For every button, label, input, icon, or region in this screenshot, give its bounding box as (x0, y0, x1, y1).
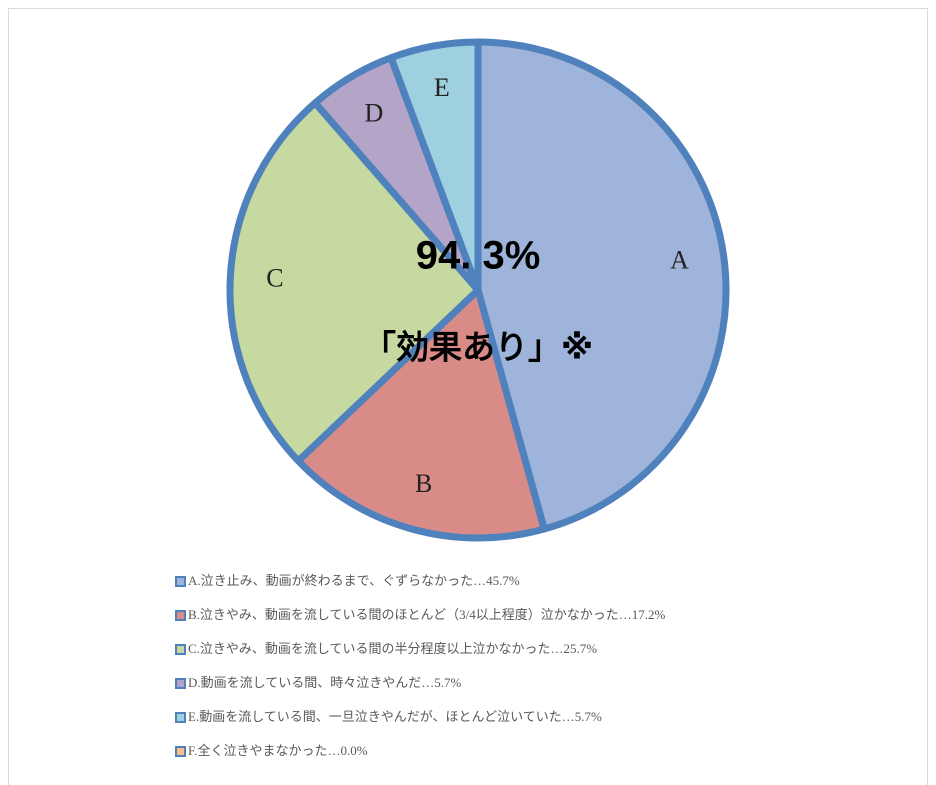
legend-marker (175, 644, 186, 655)
pie (226, 38, 730, 542)
annotation: 94. 3% (416, 234, 541, 278)
legend-marker (175, 576, 186, 587)
legend: A.泣き止み、動画が終わるまで、ぐずらなかった…45.7% B.泣きやみ、動画を流… (175, 573, 666, 758)
annotation: 「効果あり」※ (363, 329, 593, 366)
legend-label: E.動画を流している間、一旦泣きやんだが、ほとんど泣いていた…5.7% (188, 709, 602, 724)
legend-marker (175, 678, 186, 689)
slice-label: E (434, 73, 450, 102)
legend-label: D.動画を流している間、時々泣きやんだ…5.7% (188, 675, 461, 690)
pie-slice (226, 99, 482, 465)
slice-label: D (365, 98, 384, 127)
slice-label: C (266, 263, 283, 292)
legend-marker (175, 610, 186, 621)
legend-label: B.泣きやみ、動画を流している間のほとんど（3/4以上程度）泣かなかった…17.… (188, 607, 666, 622)
legend-label: C.泣きやみ、動画を流している間の半分程度以上泣かなかった…25.7% (188, 641, 597, 656)
slice-label: A (670, 246, 689, 275)
pie-slice (474, 38, 730, 533)
legend-marker (175, 712, 186, 723)
legend-label: F.全く泣きやまなかった…0.0% (188, 743, 368, 758)
legend-marker (175, 746, 186, 757)
legend-label: A.泣き止み、動画が終わるまで、ぐずらなかった…45.7% (188, 573, 520, 588)
slice-label: B (415, 469, 432, 498)
pie-slice (294, 286, 548, 542)
